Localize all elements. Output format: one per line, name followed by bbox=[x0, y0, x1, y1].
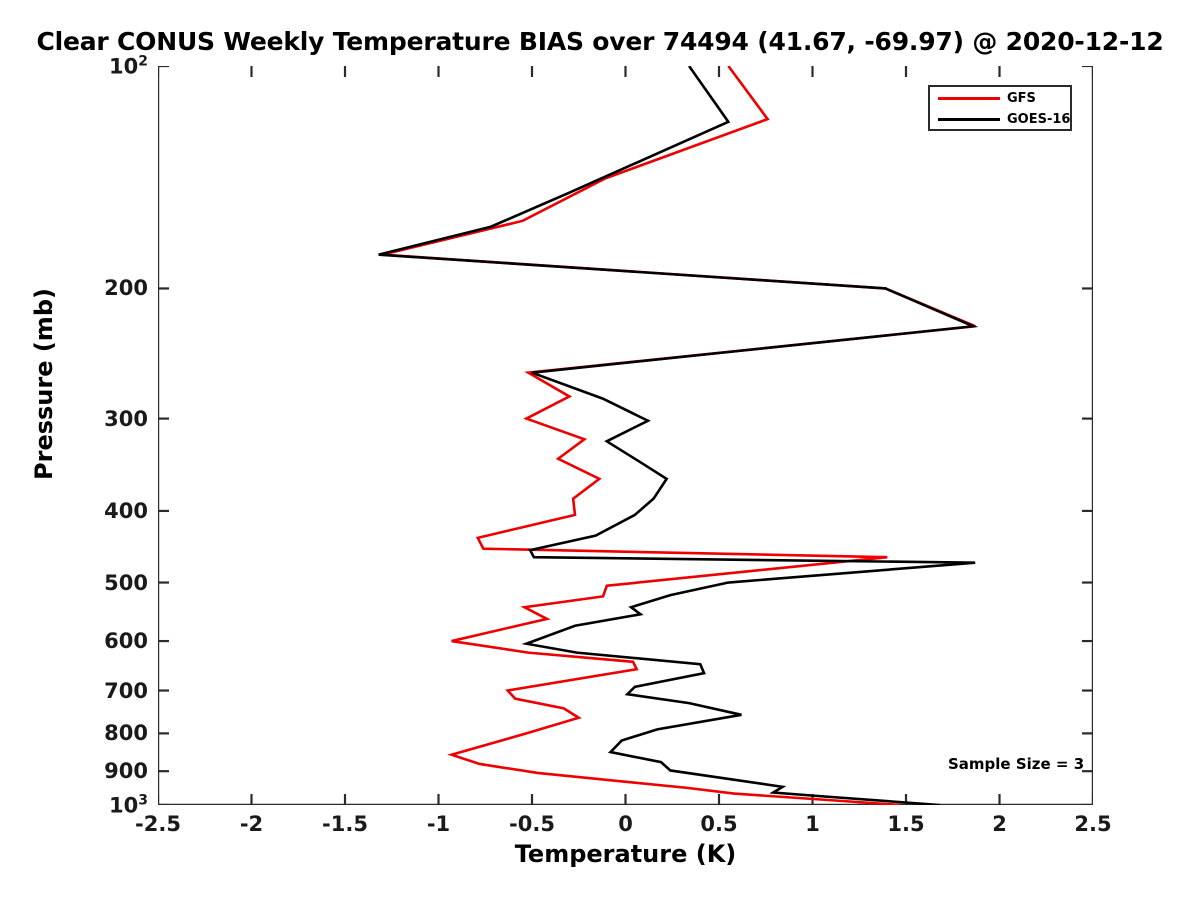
x-tick-label: -2.5 bbox=[135, 812, 181, 836]
y-tick-label: 200 bbox=[104, 276, 148, 301]
legend-label: GFS bbox=[1007, 91, 1036, 106]
x-axis-title: Temperature (K) bbox=[514, 840, 737, 868]
y-tick-label: 700 bbox=[104, 678, 148, 703]
y-tick-label: 600 bbox=[104, 629, 148, 654]
x-tick-label: -0.5 bbox=[509, 812, 555, 836]
legend: GFS GOES-16 bbox=[928, 85, 1072, 131]
y-tick-label: 102 bbox=[109, 53, 148, 79]
x-tick-label: 2.5 bbox=[1074, 812, 1112, 836]
x-tick-label: 1 bbox=[805, 812, 820, 836]
y-axis-title: Pressure (mb) bbox=[30, 288, 58, 480]
x-tick-label: 1.5 bbox=[887, 812, 925, 836]
x-axis-tick-labels: -2.5 -2 -1.5 -1 -0.5 0 0.5 1 1.5 2 2.5 bbox=[0, 812, 1200, 852]
data-series-group bbox=[378, 66, 979, 805]
series-line-goes-16 bbox=[378, 66, 979, 805]
axis-ticks bbox=[158, 66, 1093, 805]
x-tick-label: 2 bbox=[992, 812, 1007, 836]
y-tick-label: 400 bbox=[104, 498, 148, 523]
legend-color-swatch bbox=[938, 118, 1000, 121]
x-tick-label: -1 bbox=[426, 812, 451, 836]
chart-title: Clear CONUS Weekly Temperature BIAS over… bbox=[36, 27, 1164, 56]
y-tick-label: 103 bbox=[109, 792, 148, 818]
legend-item-goes-16[interactable]: GOES-16 bbox=[930, 109, 1074, 130]
y-tick-label: 300 bbox=[104, 406, 148, 431]
y-tick-label: 900 bbox=[104, 759, 148, 784]
legend-item-gfs[interactable]: GFS bbox=[930, 88, 1074, 109]
plot-svg bbox=[158, 66, 1093, 805]
axes-frame bbox=[158, 66, 1093, 805]
legend-label: GOES-16 bbox=[1007, 112, 1071, 127]
sample-size-annotation: Sample Size = 3 bbox=[948, 755, 1085, 773]
y-tick-label: 500 bbox=[104, 570, 148, 595]
x-tick-label: -1.5 bbox=[322, 812, 368, 836]
y-tick-label: 800 bbox=[104, 721, 148, 746]
x-tick-label: 0 bbox=[618, 812, 633, 836]
x-tick-label: 0.5 bbox=[700, 812, 738, 836]
plot-area bbox=[158, 66, 1093, 805]
y-axis-tick-labels: 102 200 300 400 500 600 700 800 900 103 bbox=[0, 0, 148, 900]
legend-color-swatch bbox=[938, 97, 1000, 100]
x-tick-label: -2 bbox=[239, 812, 264, 836]
series-line-gfs bbox=[382, 66, 976, 805]
